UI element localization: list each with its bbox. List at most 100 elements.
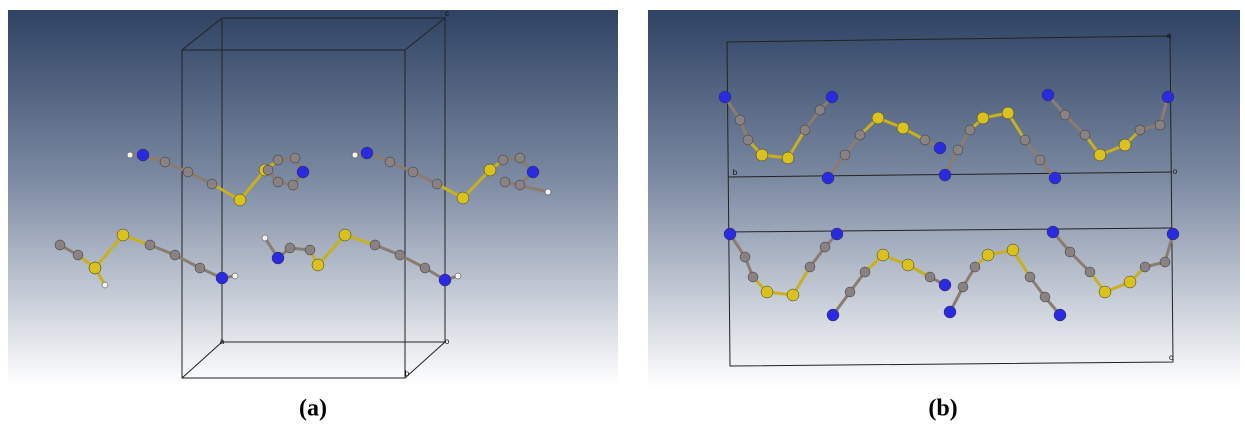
atom [800, 125, 810, 135]
atom [73, 250, 83, 260]
axis-label: o [445, 337, 450, 346]
atom [958, 282, 968, 292]
atom [455, 273, 461, 279]
atom [89, 262, 101, 274]
atom [1042, 89, 1054, 101]
axis-label: a [1167, 31, 1172, 40]
atom [273, 177, 283, 187]
atom [545, 189, 551, 195]
atom [234, 194, 246, 206]
atom [263, 165, 273, 175]
atom [939, 279, 951, 291]
atom [1155, 120, 1165, 130]
panel-b: a b o c [648, 10, 1240, 388]
axis-label: b [405, 369, 410, 378]
atom [719, 91, 731, 103]
atom [1135, 125, 1145, 135]
atom [272, 252, 284, 264]
atom [312, 259, 324, 271]
atom [527, 166, 539, 178]
atom [195, 263, 205, 273]
atom [970, 262, 980, 272]
atom [944, 306, 956, 318]
atom [457, 192, 469, 204]
atom [370, 240, 380, 250]
atom [845, 287, 855, 297]
atom [855, 130, 865, 140]
atom [756, 149, 768, 161]
atom [395, 250, 405, 260]
atom [352, 152, 358, 158]
atom [1119, 139, 1131, 151]
atom [1054, 309, 1066, 321]
panel-a: c a o b [8, 9, 618, 386]
atom [761, 286, 773, 298]
atom [1007, 244, 1019, 256]
atom [170, 250, 180, 260]
atom [1047, 226, 1059, 238]
atom [361, 147, 373, 159]
atom [1080, 130, 1090, 140]
background [8, 10, 618, 386]
atom [515, 153, 525, 163]
background [648, 10, 1240, 388]
atom [1124, 276, 1136, 288]
atom [826, 91, 838, 103]
atom [840, 150, 850, 160]
axis-label: c [1169, 353, 1173, 362]
atom [1160, 257, 1170, 267]
atom [1140, 262, 1150, 272]
atom [782, 152, 794, 164]
atom [822, 172, 834, 184]
atom [145, 240, 155, 250]
atom [953, 145, 963, 155]
atom [102, 282, 108, 288]
atom [1085, 267, 1095, 277]
atom [902, 259, 914, 271]
atom [1060, 110, 1070, 120]
atom [137, 149, 149, 161]
atom [787, 289, 799, 301]
atom [1020, 135, 1030, 145]
axis-label: o [1173, 167, 1178, 176]
atom [1035, 155, 1045, 165]
atom [1099, 286, 1111, 298]
atom [339, 229, 351, 241]
atom [207, 179, 217, 189]
atom [939, 169, 951, 181]
figure: c a o b a b o c (a) (b) [0, 0, 1245, 432]
atom [288, 180, 298, 190]
atom [1167, 228, 1179, 240]
atom [439, 274, 451, 286]
atom [743, 135, 753, 145]
atom [735, 115, 745, 125]
axis-label: a [220, 337, 225, 346]
atom [860, 267, 870, 277]
atom [1065, 247, 1075, 257]
atom [385, 157, 395, 167]
atom [117, 229, 129, 241]
atom [500, 177, 510, 187]
atom [805, 262, 815, 272]
atom [827, 309, 839, 321]
atom [920, 135, 930, 145]
atom [1162, 91, 1174, 103]
atom [982, 249, 994, 261]
atom [934, 142, 946, 154]
atom [872, 112, 884, 124]
atom [1049, 172, 1061, 184]
atom [1002, 107, 1014, 119]
atom [432, 179, 442, 189]
atom [925, 272, 935, 282]
atom [408, 167, 418, 177]
atom [160, 157, 170, 167]
atom [977, 112, 989, 124]
atom [305, 245, 315, 255]
atom [965, 125, 975, 135]
atom [820, 242, 830, 252]
atom [724, 228, 736, 240]
atom [831, 228, 843, 240]
panel-label: (b) [928, 396, 957, 422]
atom [183, 167, 193, 177]
atom [815, 105, 825, 115]
